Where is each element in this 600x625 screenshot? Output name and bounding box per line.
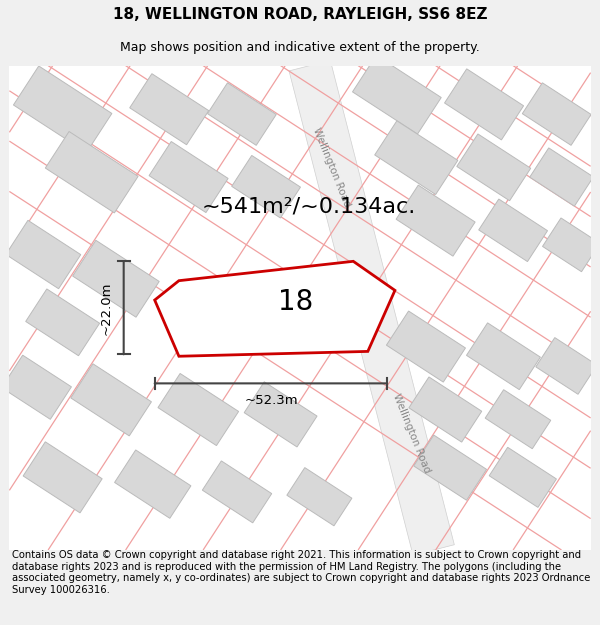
- Polygon shape: [149, 141, 228, 212]
- Polygon shape: [489, 448, 556, 508]
- Polygon shape: [485, 390, 551, 449]
- Polygon shape: [409, 377, 482, 442]
- Text: Contains OS data © Crown copyright and database right 2021. This information is : Contains OS data © Crown copyright and d…: [12, 550, 590, 595]
- Polygon shape: [71, 364, 151, 436]
- Polygon shape: [523, 82, 591, 146]
- Polygon shape: [6, 221, 81, 289]
- Polygon shape: [46, 131, 138, 213]
- Polygon shape: [23, 442, 102, 513]
- Polygon shape: [2, 355, 71, 419]
- Text: Wellington Road: Wellington Road: [311, 126, 352, 209]
- Text: ~541m²/~0.134ac.: ~541m²/~0.134ac.: [201, 196, 415, 216]
- Polygon shape: [232, 156, 301, 218]
- Polygon shape: [202, 461, 272, 523]
- Text: 18: 18: [278, 288, 313, 316]
- Polygon shape: [13, 66, 112, 152]
- Polygon shape: [73, 240, 159, 318]
- Text: Wellington Road: Wellington Road: [391, 392, 432, 475]
- Text: 18, WELLINGTON ROAD, RAYLEIGH, SS6 8EZ: 18, WELLINGTON ROAD, RAYLEIGH, SS6 8EZ: [113, 7, 487, 22]
- Polygon shape: [287, 468, 352, 526]
- Polygon shape: [386, 311, 466, 382]
- Polygon shape: [542, 218, 600, 272]
- Polygon shape: [530, 148, 593, 206]
- Polygon shape: [457, 134, 531, 201]
- Polygon shape: [445, 69, 524, 140]
- Polygon shape: [208, 82, 276, 146]
- Text: Map shows position and indicative extent of the property.: Map shows position and indicative extent…: [120, 41, 480, 54]
- Polygon shape: [414, 435, 487, 500]
- Polygon shape: [466, 323, 541, 389]
- Text: ~22.0m: ~22.0m: [100, 281, 113, 334]
- Polygon shape: [155, 261, 395, 356]
- Polygon shape: [289, 61, 454, 555]
- Polygon shape: [396, 185, 475, 256]
- Polygon shape: [353, 55, 441, 134]
- Polygon shape: [375, 121, 458, 194]
- Polygon shape: [536, 338, 597, 394]
- Polygon shape: [115, 450, 191, 518]
- Polygon shape: [130, 74, 209, 145]
- Text: ~52.3m: ~52.3m: [244, 394, 298, 408]
- Polygon shape: [158, 374, 239, 446]
- Polygon shape: [26, 289, 100, 356]
- Polygon shape: [244, 382, 317, 447]
- Polygon shape: [479, 199, 548, 262]
